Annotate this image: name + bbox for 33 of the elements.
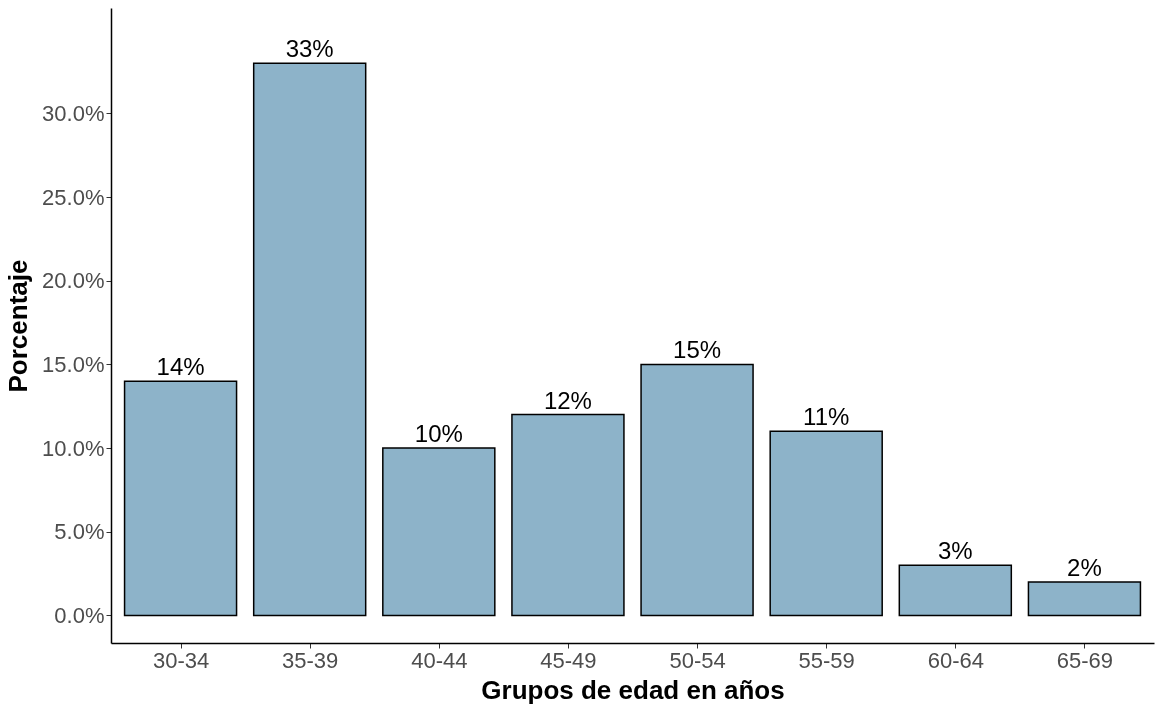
- x-tick-label: 60-64: [927, 647, 984, 673]
- bar: [252, 62, 367, 617]
- x-tick-label: 40-44: [411, 647, 468, 673]
- data-label: 3%: [937, 537, 973, 565]
- x-tick-label: 45-49: [540, 647, 597, 673]
- y-tick-label: 15.0%: [42, 351, 105, 377]
- bar: [123, 380, 238, 617]
- x-tick-label: 35-39: [282, 647, 339, 673]
- y-tick-label: 25.0%: [42, 184, 105, 210]
- data-label: 11%: [803, 403, 850, 431]
- bar: [1027, 581, 1142, 617]
- data-label: 14%: [156, 353, 205, 381]
- bar: [769, 430, 883, 617]
- data-label: 12%: [543, 386, 592, 414]
- x-tick-label: 30-34: [152, 647, 210, 673]
- bar: [511, 413, 625, 617]
- y-tick-label: 10.0%: [42, 435, 105, 461]
- x-tick-label: 50-54: [669, 647, 726, 673]
- y-tick-label: 30.0%: [42, 100, 105, 126]
- x-axis-title: Grupos de edad en años: [481, 674, 785, 705]
- y-tick-label: 0.0%: [54, 602, 105, 628]
- y-tick-label: 20.0%: [42, 268, 105, 294]
- data-label: 33%: [285, 35, 334, 63]
- y-axis-title: Porcentaje: [3, 259, 34, 393]
- x-tick-label: 55-59: [798, 647, 855, 673]
- data-label: 2%: [1067, 553, 1102, 581]
- bar: [640, 363, 754, 617]
- data-label: 10%: [414, 420, 463, 448]
- data-label: 15%: [673, 336, 722, 364]
- bar: [898, 564, 1013, 617]
- bar: [382, 447, 496, 617]
- x-tick-label: 65-69: [1056, 647, 1114, 673]
- y-tick-label: 5.0%: [54, 519, 105, 545]
